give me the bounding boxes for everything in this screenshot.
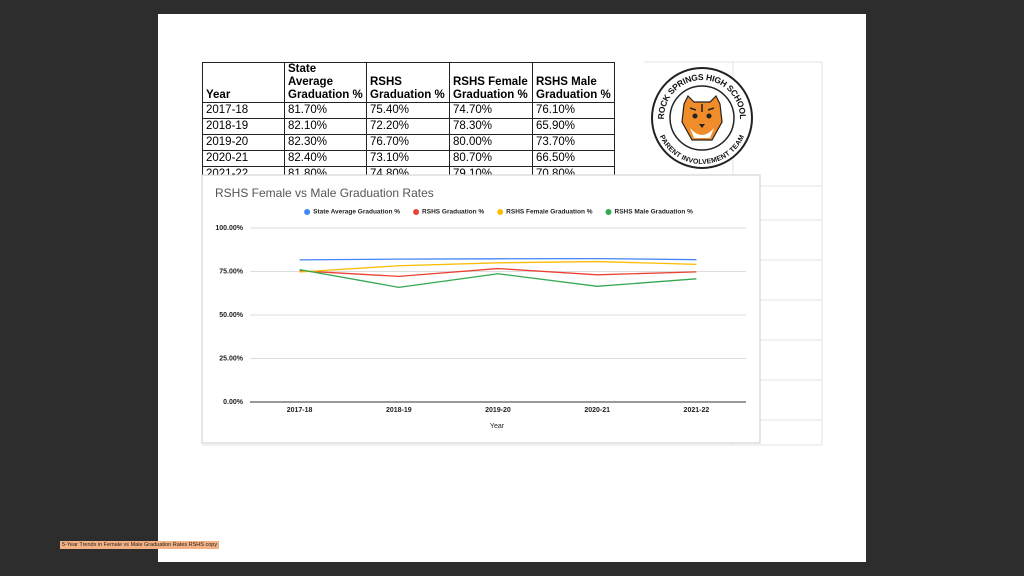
series-line: [299, 267, 697, 278]
legend-marker: [605, 209, 612, 215]
x-tick-label: 2020-21: [584, 407, 610, 414]
table-cell: 82.40%: [284, 150, 367, 167]
table-cell: 72.20%: [366, 118, 450, 135]
file-label: 5-Year Trends in Female vs Male Graduati…: [60, 541, 220, 549]
y-tick-label: 25.00%: [219, 355, 244, 362]
x-tick-label: 2021-22: [684, 407, 710, 414]
header-row: Year State Average Graduation % RSHS Gradu…: [202, 62, 615, 103]
x-tick-label: 2018-19: [386, 407, 412, 414]
header-cell: RSHS Male Graduation %: [532, 62, 615, 103]
x-axis-title: Year: [490, 423, 505, 430]
table-cell: 78.30%: [449, 118, 533, 135]
legend-marker: [497, 209, 504, 215]
chart-frame: [201, 174, 761, 444]
chart-title: RSHS Female vs Male Graduation Rates: [215, 186, 434, 200]
table-cell: 2018-19: [202, 118, 285, 135]
y-tick-label: 100.00%: [215, 225, 243, 232]
x-tick-label: 2019-20: [485, 407, 511, 414]
x-tick-label: 2017-18: [287, 407, 313, 414]
table-cell: 80.70%: [449, 150, 533, 167]
legend-marker: [304, 209, 311, 215]
series-line: [299, 260, 697, 273]
table-row: 2018-19 82.10% 72.20% 78.30% 65.90%: [202, 118, 615, 135]
series-line: [299, 268, 697, 288]
header-cell: RSHS Graduation %: [366, 62, 450, 103]
table-row: 2017-18 81.70% 75.40% 74.70% 76.10%: [202, 102, 615, 119]
legend-label: RSHS Female Graduation %: [506, 209, 593, 216]
header-cell: State Average Graduation %: [284, 62, 367, 103]
series-line: [299, 257, 697, 261]
y-tick-label: 75.00%: [219, 268, 244, 275]
legend-label: State Average Graduation %: [313, 209, 400, 216]
legend-marker: [413, 209, 420, 215]
y-tick-label: 50.00%: [219, 312, 244, 319]
table-cell: 76.10%: [532, 102, 615, 119]
table-cell: 82.30%: [284, 134, 367, 151]
table-cell: 2020-21: [202, 150, 285, 167]
legend-label: RSHS Graduation %: [422, 209, 484, 216]
y-tick-label: 0.00%: [223, 399, 244, 406]
tiger-icon: [681, 94, 723, 141]
table-row: 2020-21 82.40% 73.10% 80.70% 66.50%: [202, 150, 615, 167]
legend-label: RSHS Male Graduation %: [615, 209, 694, 216]
logo: ROCK SPRINGS HIGH SCHOOL PARENT INVOLVEM…: [651, 67, 753, 169]
table-cell: 2017-18: [202, 102, 285, 119]
